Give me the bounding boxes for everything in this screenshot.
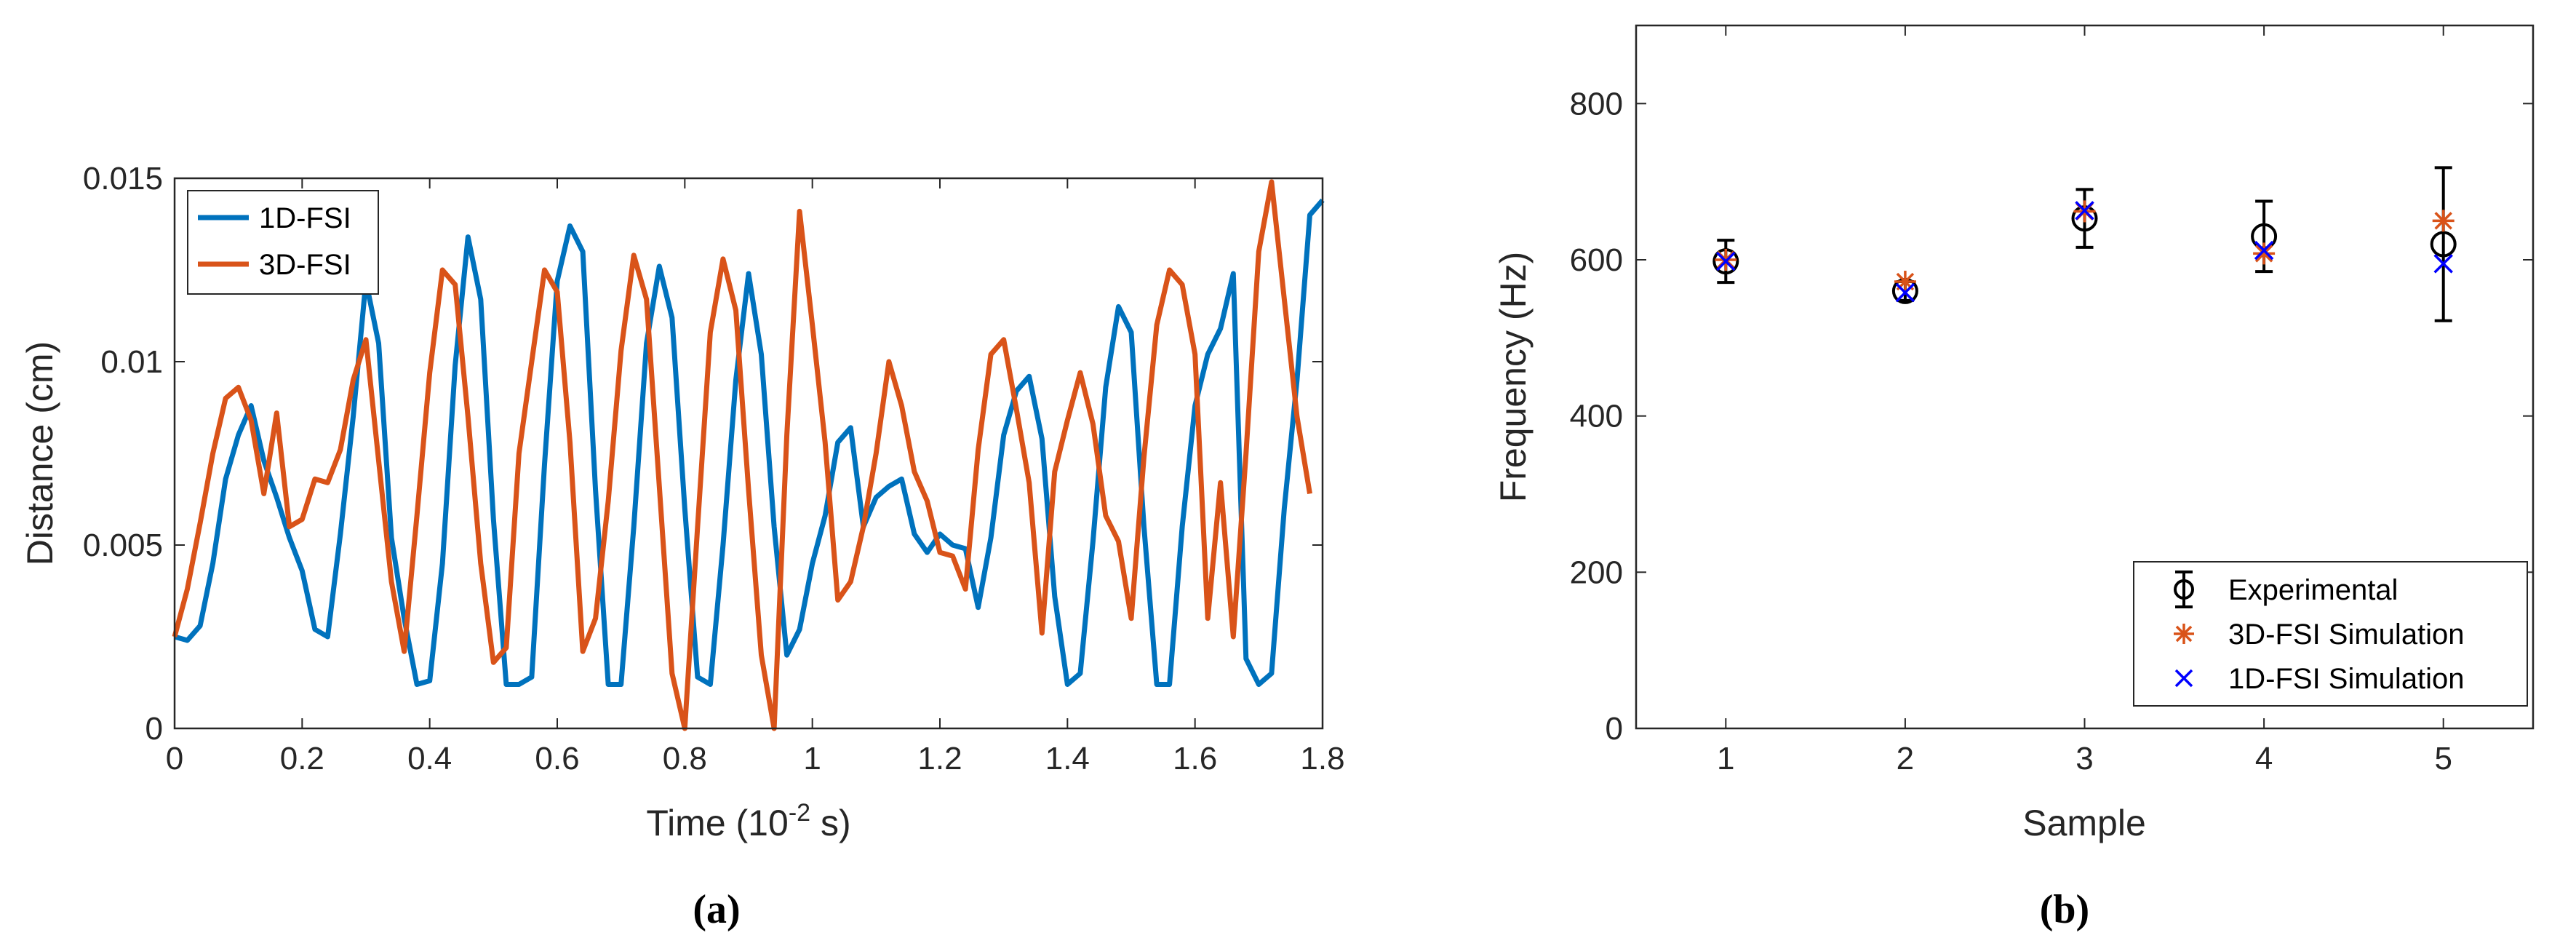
b-ticks: 1 2 3 4 5 0 200 400 600 800 — [1570, 25, 2533, 776]
y-tick-label-a: 0 — [145, 711, 163, 747]
x-tick-label-a: 1.2 — [917, 741, 962, 776]
x-tick-label-b: 4 — [2255, 741, 2273, 776]
legend-a-label-3d: 3D-FSI — [259, 249, 351, 281]
y-axis-label-b: Frequency (Hz) — [1493, 252, 1534, 503]
y-tick-label-a: 0.005 — [83, 528, 163, 563]
x-tick-label-a: 0 — [166, 741, 183, 776]
legend-b: Experimental 3D-FSI Simulation 1D-FSI Si… — [2133, 561, 2528, 707]
panel-a-line-chart: 0 0.2 0.4 0.6 0.8 1 1.2 1.4 1.6 1.8 0 0.005 0.01 0.01… — [20, 161, 1345, 932]
y-tick-label-b: 600 — [1570, 242, 1623, 278]
3d-fsi-point — [2432, 210, 2455, 232]
a-ticks: 0 0.2 0.4 0.6 0.8 1 1.2 1.4 1.6 1.8 0 0.005 0.01 0.01… — [83, 161, 1345, 776]
legend-b-marker-experimental — [2174, 571, 2194, 608]
1d-fsi-point — [2075, 201, 2094, 220]
caption-a: (a) — [693, 887, 740, 932]
y-tick-label-b: 400 — [1570, 399, 1623, 434]
legend-b-label-3d: 3D-FSI Simulation — [2228, 619, 2465, 651]
y-tick-label-b: 0 — [1606, 711, 1623, 747]
legend-a: 1D-FSI 3D-FSI — [187, 190, 379, 295]
x-axis-label-b: Sample — [2022, 803, 2146, 843]
y-tick-label-a: 0.015 — [83, 161, 163, 196]
x-tick-label-b: 2 — [1897, 741, 1914, 776]
series-line-3d-fsi — [172, 179, 1312, 731]
3d-fsi-point — [1894, 271, 1916, 293]
legend-b-marker-3d — [2174, 624, 2194, 644]
legend-a-label-1d: 1D-FSI — [259, 202, 351, 234]
y-tick-label-b: 800 — [1570, 86, 1623, 122]
y-axis-label-a: Distance (cm) — [20, 341, 60, 565]
axes-frame-b — [1635, 24, 2535, 730]
x-axis-label-a: Time (10-2 s) — [646, 799, 850, 843]
experimental-point — [2430, 166, 2457, 322]
legend-b-label-1d: 1D-FSI Simulation — [2228, 663, 2465, 695]
x-tick-label-b: 3 — [2075, 741, 2093, 776]
x-tick-label-b: 5 — [2434, 741, 2452, 776]
1d-fsi-point — [1716, 251, 1736, 271]
y-tick-label-a: 0.01 — [100, 344, 163, 380]
x-tick-label-a: 1.8 — [1300, 741, 1344, 776]
1d-fsi-point — [2433, 254, 2453, 274]
legend-a-box — [187, 190, 379, 295]
x-tick-label-b: 1 — [1717, 741, 1734, 776]
panel-b-scatter-chart: 1 2 3 4 5 0 200 400 600 800 Experimental 3D-FSI S… — [1493, 24, 2535, 932]
legend-b-marker-1d — [2174, 669, 2193, 688]
legend-b-box — [2133, 561, 2528, 707]
b-series — [1712, 166, 2457, 322]
x-tick-label-a: 0.4 — [407, 741, 452, 776]
caption-b: (b) — [2040, 887, 2089, 932]
axes-frame-a — [173, 177, 1324, 730]
x-tick-label-a: 1 — [803, 741, 821, 776]
1d-fsi-point — [1895, 282, 1915, 303]
x-tick-label-a: 1.6 — [1173, 741, 1217, 776]
x-tick-label-a: 0.6 — [535, 741, 579, 776]
x-tick-label-a: 0.8 — [663, 741, 707, 776]
legend-b-label-experimental: Experimental — [2228, 574, 2398, 606]
x-tick-label-a: 0.2 — [280, 741, 324, 776]
y-tick-label-b: 200 — [1570, 555, 1623, 590]
3d-fsi-point — [2253, 242, 2276, 265]
1d-fsi-point — [2254, 240, 2274, 261]
x-tick-label-a: 1.4 — [1045, 741, 1090, 776]
